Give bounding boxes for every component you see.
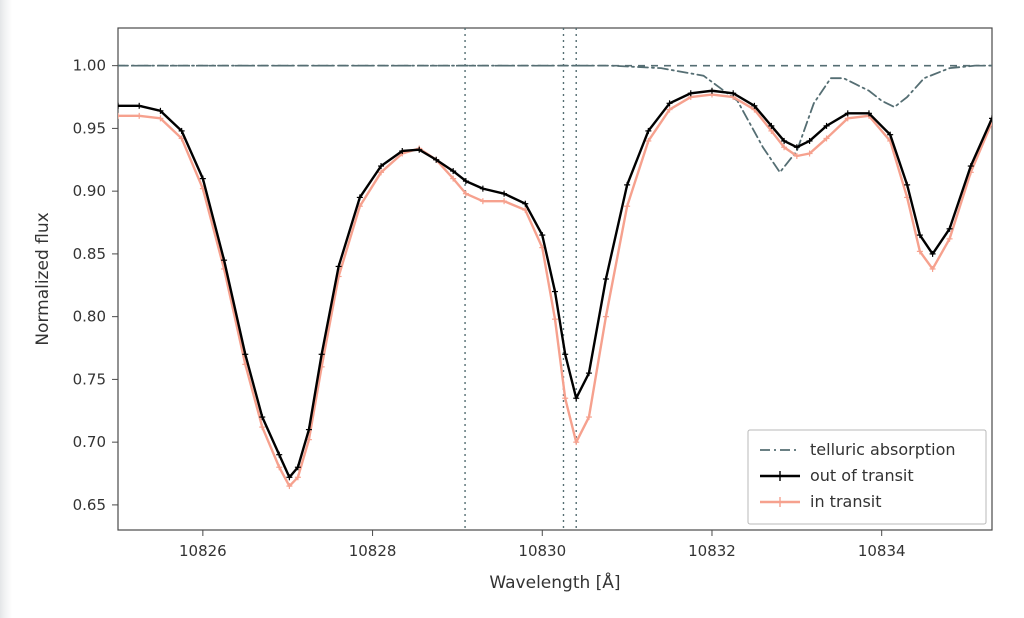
xtick-label: 10828 (349, 542, 397, 560)
ytick-label: 0.65 (73, 496, 106, 514)
legend-label: out of transit (810, 466, 914, 485)
telluric-line (118, 66, 992, 173)
xtick-label: 10832 (688, 542, 736, 560)
x-axis-label: Wavelength [Å] (489, 571, 620, 593)
ytick-label: 0.90 (73, 182, 106, 200)
xtick-label: 10834 (858, 542, 906, 560)
ytick-label: 0.95 (73, 119, 106, 137)
ytick-label: 1.00 (73, 57, 106, 75)
legend-label: telluric absorption (810, 440, 956, 459)
chart-container: 0.65 0.70 0.75 0.80 0.85 0.90 0.95 1.00 10826 108… (0, 0, 1024, 618)
ytick-label: 0.85 (73, 245, 106, 263)
legend-label: in transit (810, 492, 882, 511)
xtick-label: 10826 (179, 542, 227, 560)
ytick-label: 0.70 (73, 433, 106, 451)
spectrum-chart: 0.65 0.70 0.75 0.80 0.85 0.90 0.95 1.00 10826 108… (0, 0, 1024, 618)
out-of-transit-line (118, 91, 992, 478)
left-shadow-edge (0, 0, 12, 618)
ytick-label: 0.75 (73, 370, 106, 388)
legend: telluric absorption out of transit in tran… (748, 430, 986, 524)
ytick-label: 0.80 (73, 308, 106, 326)
xtick-label: 10830 (518, 542, 566, 560)
y-axis-label: Normalized flux (33, 212, 53, 345)
